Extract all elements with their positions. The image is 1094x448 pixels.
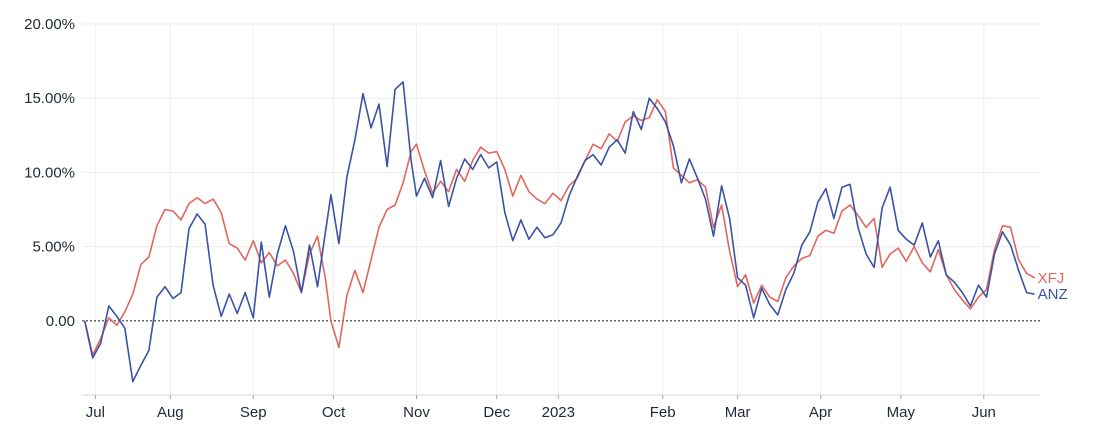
series-label-xfj: XFJ [1038,270,1065,287]
x-tick-label: Mar [725,404,751,421]
x-tick-label: Aug [157,404,184,421]
x-tick-label: Sep [240,404,267,421]
grid-lines [82,23,1040,395]
y-tick-label: 15.00% [24,90,75,107]
x-tick-label: Oct [322,404,346,421]
x-tick-label: Jul [86,404,105,421]
x-tick-label: Jun [972,404,996,421]
series-line-anz [83,81,1035,383]
y-tick-label: 20.00% [24,16,75,33]
x-tick-label: Feb [650,404,676,421]
y-axis: 0.00 5.00% 10.00% 15.00% 20.00% [24,16,75,330]
y-tick-label: 10.00% [24,164,75,181]
x-tick-label: 2023 [542,404,575,421]
x-tick-label: Dec [483,404,510,421]
x-tick-label: May [887,404,916,421]
series-label-anz: ANZ [1038,286,1068,303]
x-axis: Jul Aug Sep Oct Nov Dec 2023 Feb Mar Apr May Jun [82,394,1040,421]
series-lines [83,81,1035,383]
y-tick-label: 5.00% [32,239,75,256]
y-tick-label: 0.00 [46,313,75,330]
series-line-xfj [83,98,1035,356]
x-tick-label: Apr [809,404,832,421]
x-tick-label: Nov [403,404,430,421]
